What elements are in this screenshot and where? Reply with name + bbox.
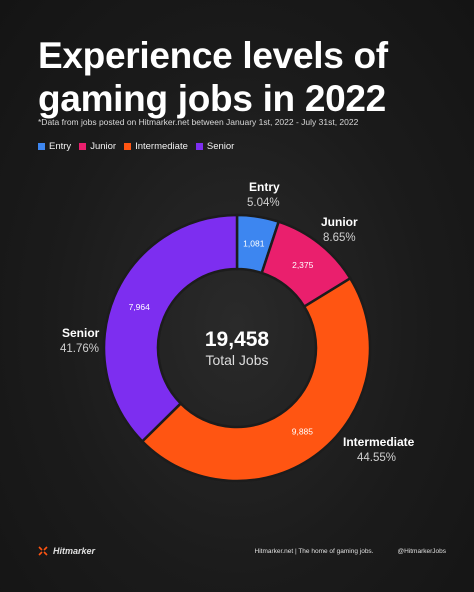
slice-senior <box>102 213 239 444</box>
legend-label-entry: Entry <box>49 141 72 152</box>
chart-subtitle: *Data from jobs posted on Hitmarker.net … <box>38 117 359 127</box>
chart-title: Experience levels of gaming jobs in 2022 <box>38 34 458 120</box>
legend-item-entry: Entry <box>38 141 71 152</box>
label-name-junior: Junior <box>321 215 358 229</box>
title-line-2: gaming jobs in 2022 <box>38 78 386 119</box>
brand-logo: Hitmarker <box>38 546 95 556</box>
value-label-intermediate: 9,885 <box>292 426 314 436</box>
footer-right: Hitmarker.net | The home of gaming jobs.… <box>255 548 447 555</box>
hitmarker-logo-icon <box>38 546 48 556</box>
label-pct-intermediate: 44.55% <box>357 452 397 464</box>
legend-swatch-junior <box>79 143 87 150</box>
legend: Entry Junior Intermediate Senior <box>38 141 234 152</box>
label-name-senior: Senior <box>62 326 100 340</box>
legend-item-senior: Senior <box>195 141 235 152</box>
slice-intermediate <box>140 276 372 483</box>
value-label-junior: 2,375 <box>292 260 314 270</box>
total-jobs-value: 19,458 <box>204 328 270 351</box>
legend-item-intermediate: Intermediate <box>124 141 188 152</box>
footer-handle: @HitmarkerJobs <box>397 547 447 555</box>
legend-swatch-entry <box>38 143 45 150</box>
legend-label-junior: Junior <box>90 141 117 152</box>
legend-label-senior: Senior <box>206 141 235 152</box>
total-jobs-caption: Total Jobs <box>205 352 269 368</box>
footer-tagline: Hitmarker.net | The home of gaming jobs. <box>254 547 374 555</box>
label-pct-entry: 5.04% <box>247 197 280 209</box>
title-line-1: Experience levels of <box>38 35 388 76</box>
legend-label-intermediate: Intermediate <box>135 141 188 152</box>
legend-item-junior: Junior <box>79 141 116 152</box>
label-pct-junior: 8.65% <box>323 232 356 244</box>
label-name-entry: Entry <box>249 180 280 194</box>
brand-name: Hitmarker <box>53 546 96 556</box>
legend-swatch-senior <box>195 143 203 150</box>
legend-swatch-intermediate <box>124 143 132 150</box>
label-pct-senior: 41.76% <box>60 343 100 355</box>
value-label-entry: 1,081 <box>243 238 265 248</box>
footer: Hitmarker Hitmarker.net | The home of ga… <box>38 544 446 558</box>
label-name-intermediate: Intermediate <box>343 435 415 449</box>
value-label-senior: 7,964 <box>129 302 151 312</box>
